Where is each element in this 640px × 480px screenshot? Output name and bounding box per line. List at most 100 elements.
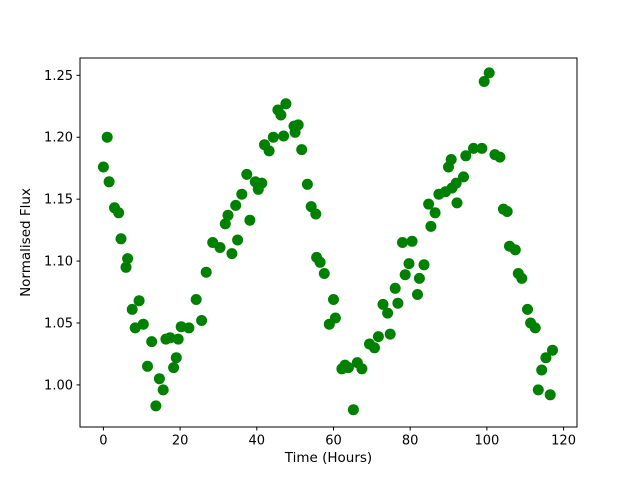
- scatter-point: [150, 400, 162, 412]
- scatter-point: [97, 161, 109, 173]
- scatter-point: [501, 206, 513, 217]
- scatter-point: [241, 168, 253, 180]
- scatter-point: [275, 109, 287, 121]
- x-tick-label: 100: [474, 434, 499, 449]
- scatter-point: [263, 145, 275, 157]
- scatter-point: [382, 307, 394, 319]
- scatter-point: [190, 294, 202, 305]
- scatter-point: [183, 322, 195, 334]
- scatter-point: [318, 268, 330, 279]
- scatter-point: [397, 237, 408, 248]
- y-tick-label: 1.15: [44, 193, 73, 208]
- scatter-point: [153, 373, 165, 385]
- scatter-point: [256, 177, 268, 189]
- x-tick-label: 40: [249, 434, 266, 449]
- scatter-point: [403, 258, 415, 270]
- scatter-point: [115, 233, 127, 245]
- scatter-point: [536, 364, 548, 376]
- scatter-point: [329, 312, 341, 324]
- scatter-point: [310, 208, 322, 220]
- scatter-point: [425, 220, 437, 232]
- scatter-point: [369, 342, 380, 354]
- scatter-point: [168, 362, 180, 374]
- scatter-point: [494, 151, 506, 163]
- x-axis-label: Time (Hours): [284, 450, 372, 466]
- scatter-point: [230, 199, 242, 211]
- scatter-point: [509, 244, 521, 256]
- y-axis-label: Normalised Flux: [18, 188, 34, 297]
- scatter-point: [347, 404, 359, 416]
- scatter-point: [137, 318, 149, 330]
- scatter-point: [476, 142, 488, 154]
- x-tick-label: 80: [402, 434, 419, 449]
- data-points-layer: [97, 67, 558, 416]
- scatter-point: [406, 235, 418, 247]
- scatter-point: [146, 336, 158, 348]
- x-tick-label: 60: [325, 434, 342, 449]
- scatter-point: [342, 362, 354, 374]
- x-axis-ticks: 0 20 40 60 80 100 120: [99, 427, 576, 449]
- y-tick-label: 1.10: [44, 255, 73, 270]
- scatter-point: [468, 142, 479, 154]
- scatter-point: [423, 198, 435, 210]
- scatter-point: [547, 344, 558, 356]
- scatter-point: [244, 214, 256, 226]
- scatter-point: [399, 269, 411, 281]
- scatter-point: [356, 363, 368, 375]
- scatter-point: [133, 295, 145, 307]
- scatter-point: [101, 131, 113, 143]
- plot-border: [79, 57, 578, 428]
- scatter-point: [445, 154, 457, 165]
- scatter-point: [142, 360, 153, 372]
- scatter-point: [451, 197, 463, 209]
- y-tick-label: 1.25: [44, 69, 73, 84]
- scatter-point: [384, 328, 396, 340]
- scatter-point: [392, 297, 404, 309]
- scatter-point: [328, 294, 339, 305]
- scatter-point: [236, 188, 248, 200]
- scatter-point: [314, 256, 326, 268]
- scatter-point: [157, 384, 169, 396]
- scatter-point: [164, 332, 176, 344]
- scatter-point: [196, 315, 208, 326]
- scatter-point: [450, 177, 462, 189]
- scatter-point: [170, 352, 182, 364]
- scatter-point: [544, 389, 556, 401]
- scatter-point: [516, 272, 528, 284]
- y-tick-label: 1.05: [44, 316, 73, 331]
- scatter-point: [292, 119, 304, 131]
- scatter-point: [377, 298, 389, 310]
- scatter-point: [532, 384, 544, 396]
- x-tick-label: 20: [172, 434, 189, 449]
- y-tick-label: 1.00: [44, 378, 73, 393]
- scatter-point: [232, 234, 244, 246]
- scatter-point: [219, 218, 231, 230]
- scatter-point: [172, 333, 184, 345]
- scatter-point: [429, 207, 441, 219]
- scatter-point: [478, 76, 490, 87]
- x-tick-label: 120: [551, 434, 576, 449]
- scatter-point: [413, 272, 425, 284]
- scatter-point: [460, 150, 472, 162]
- scatter-point: [267, 131, 279, 143]
- x-tick-label: 0: [99, 434, 107, 449]
- scatter-point: [120, 261, 132, 273]
- scatter-point: [301, 178, 313, 190]
- y-axis-ticks: 1.00 1.05 1.10 1.15 1.20 1.25: [44, 69, 80, 393]
- scatter-point: [418, 259, 430, 271]
- scatter-point: [214, 242, 226, 253]
- scatter-point: [113, 207, 125, 219]
- scatter-point: [540, 352, 552, 364]
- scatter-point: [122, 253, 134, 265]
- scatter-point: [222, 209, 234, 221]
- scatter-point: [200, 266, 212, 278]
- scatter-point: [458, 171, 469, 183]
- scatter-point: [278, 130, 290, 142]
- scatter-point: [412, 289, 423, 300]
- scatter-point: [280, 98, 292, 110]
- scatter-point: [483, 67, 495, 79]
- scatter-point: [389, 282, 401, 294]
- scatter-point: [529, 322, 541, 334]
